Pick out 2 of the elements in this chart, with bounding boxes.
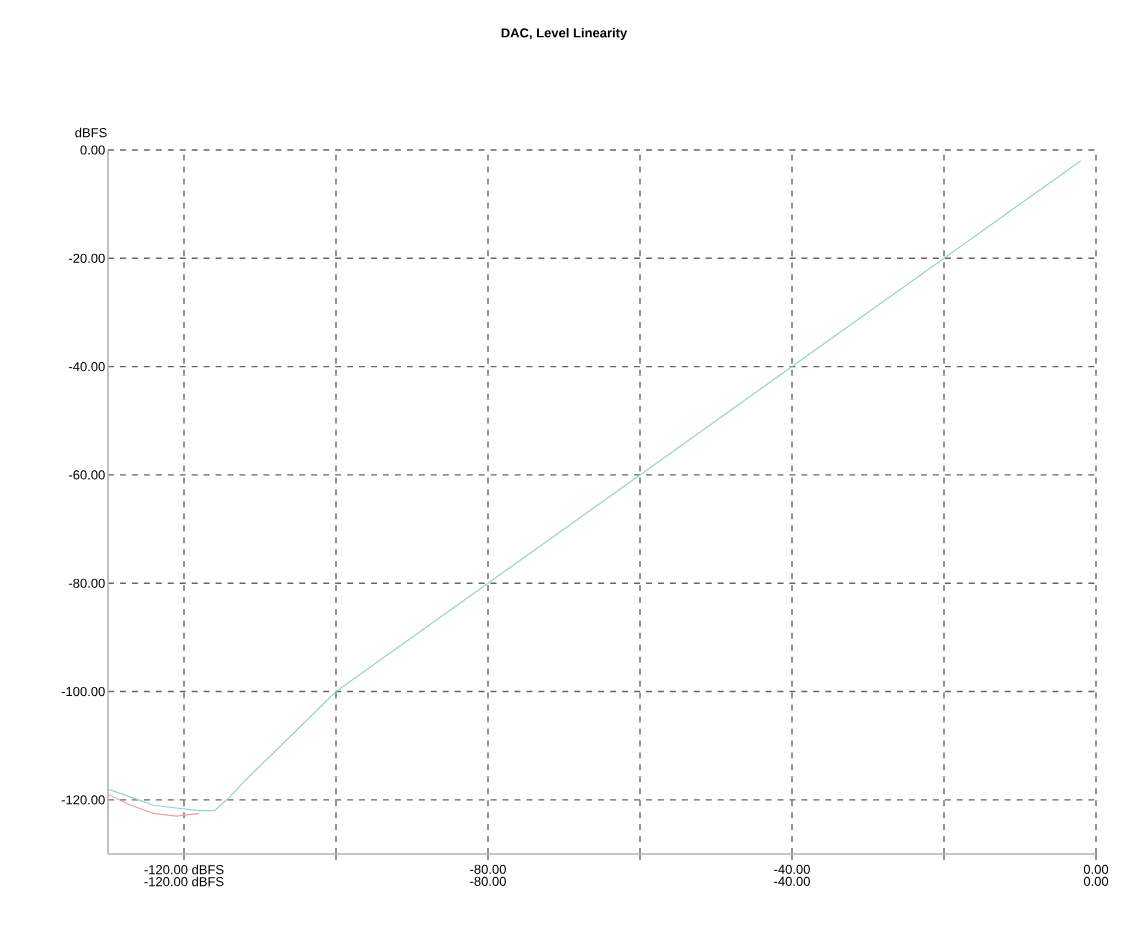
line-series [108, 160, 1082, 812]
line-series [108, 793, 200, 817]
